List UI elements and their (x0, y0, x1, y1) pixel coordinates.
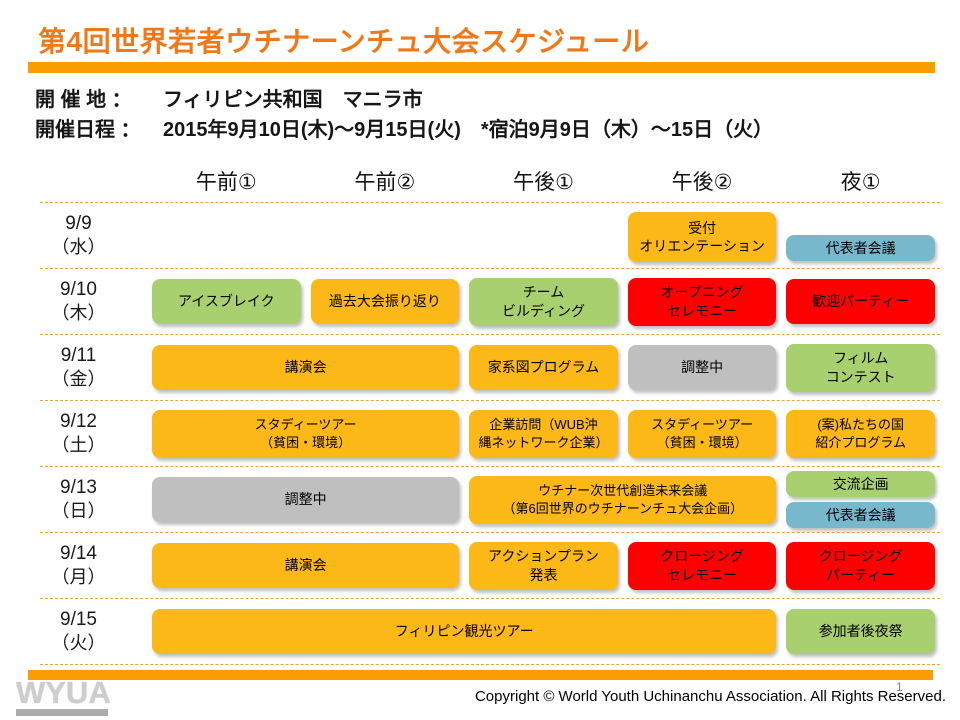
footer-accent-bar (28, 670, 933, 680)
stacked-event-cells: 交流企画 代表者会議 (786, 471, 935, 528)
event-cell: 家系図プログラム (469, 345, 618, 390)
copyright-text: Copyright © World Youth Uchinanchu Assoc… (474, 688, 946, 705)
event-cell: アイスブレイク (152, 279, 301, 324)
schedule-header-row: 午前① 午前② 午後① 午後② 夜① (40, 160, 940, 202)
event-cell: 調整中 (627, 345, 777, 390)
row-date: 9/10 （木） (51, 278, 106, 324)
dates-row: 開催日程 ： 2015年9月10日(木)～9月15日(火) *宿泊9月9日（木）… (35, 115, 773, 145)
event-cell: スタディーツアー （貧困・環境） (627, 409, 777, 458)
schedule-row: 9/15 （火） フィリピン観光ツアー 参加者後夜祭 (40, 598, 940, 664)
event-cell: 講演会 (152, 543, 460, 588)
event-cell: 交流企画 (786, 471, 935, 497)
row-date: 9/15 （火） (51, 608, 106, 654)
event-cell: 代表者会議 (786, 235, 935, 261)
event-cell: クロージング セレモニー (627, 541, 777, 590)
column-header-night1: 夜① (840, 171, 881, 194)
title-accent-bar (28, 62, 935, 73)
event-cell: (案)私たちの国 紹介プログラム (786, 409, 935, 458)
event-cell: 代表者会議 (786, 502, 935, 528)
row-date: 9/11 （金） (51, 344, 106, 390)
schedule-row: 9/10 （木） アイスブレイク 過去大会振り返り チーム ビルディング オープニング セ… (40, 268, 940, 334)
row-date: 9/14 （月） (51, 542, 106, 588)
event-cell: ウチナー次世代創造未来会議 （第6回世界のウチナーンチュ大会企画） (469, 475, 777, 524)
event-cell: オープニング セレモニー (627, 277, 777, 326)
event-cell: チーム ビルディング (469, 277, 618, 326)
wyua-logo: WYUA (16, 677, 112, 716)
venue-row: 開 催 地 ： フィリピン共和国 マニラ市 (35, 85, 773, 115)
event-cell: 過去大会振り返り (310, 279, 460, 324)
schedule-row: 9/11 （金） 講演会 家系図プログラム 調整中 フィルム コンテスト (40, 334, 940, 400)
column-header-morning1: 午前① (195, 171, 257, 194)
event-cell: フィルム コンテスト (786, 343, 935, 392)
event-cell: 調整中 (152, 477, 460, 522)
page-title: 第4回世界若者ウチナーンチュ大会スケジュール (38, 26, 650, 57)
schedule-row: 9/12 （土） スタディーツアー （貧困・環境） 企業訪問（WUB沖 縄ネットワーク… (40, 400, 940, 466)
page-number: 1 (896, 680, 903, 694)
event-cell: アクションプラン 発表 (469, 541, 618, 590)
event-cell: 講演会 (152, 345, 460, 390)
row-date: 9/13 （日） (51, 476, 106, 522)
event-cell: スタディーツアー （貧困・環境） (152, 409, 460, 458)
venue-label: 開 催 地 ： (35, 89, 132, 111)
event-cell: 企業訪問（WUB沖 縄ネットワーク企業） (469, 409, 618, 458)
event-cell: 歓迎パーティー (786, 279, 935, 324)
column-header-afternoon1: 午後① (513, 171, 574, 194)
schedule-row: 9/14 （月） 講演会 アクションプラン 発表 クロージング セレモニー クロージング … (40, 532, 940, 598)
event-cell: クロージング パーティー (786, 541, 935, 590)
event-cell: フィリピン観光ツアー (152, 609, 777, 654)
schedule-rows: 9/9 （水） 受付 オリエンテーション 代表者会議 9/10 （木） アイスブレイク 過去大… (40, 202, 940, 664)
row-date: 9/9 （水） (51, 212, 106, 258)
venue-value: フィリピン共和国 マニラ市 (163, 89, 423, 111)
schedule-table: 午前① 午前② 午後① 午後② 夜① 9/9 （水） 受付 オリエンテーション 代表者… (40, 160, 940, 665)
row-date: 9/12 （土） (51, 410, 106, 456)
dates-value: 2015年9月10日(木)～9月15日(火) *宿泊9月9日（木）～15日（火） (163, 119, 774, 141)
event-info-block: 開 催 地 ： フィリピン共和国 マニラ市 開催日程 ： 2015年9月10日(… (35, 85, 773, 145)
schedule-row: 9/13 （日） 調整中 ウチナー次世代創造未来会議 （第6回世界のウチナーンチュ大会… (40, 466, 940, 532)
column-header-morning2: 午前② (354, 171, 416, 194)
wyua-logo-banner (16, 709, 108, 716)
schedule-row: 9/9 （水） 受付 オリエンテーション 代表者会議 (40, 202, 940, 268)
wyua-logo-text: WYUA (16, 675, 111, 710)
event-cell: 受付 オリエンテーション (627, 212, 777, 262)
event-cell: 参加者後夜祭 (786, 609, 935, 654)
dates-label: 開催日程 ： (35, 119, 141, 141)
column-header-afternoon2: 午後② (671, 171, 733, 194)
